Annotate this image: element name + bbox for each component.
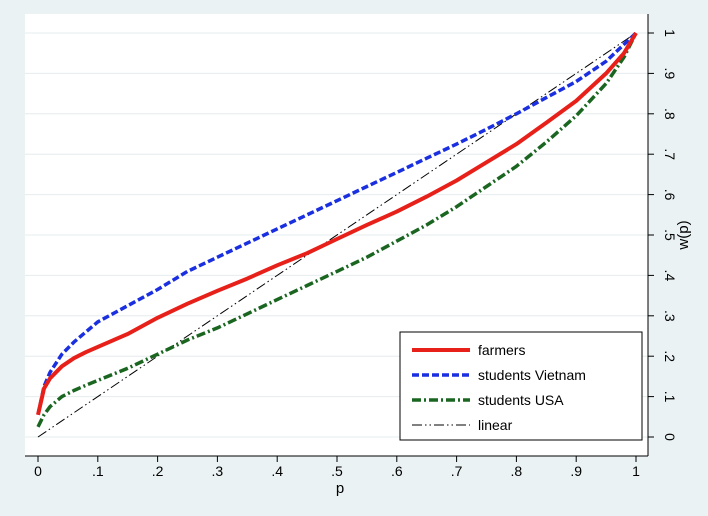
y-tick-label: .2 bbox=[662, 350, 678, 362]
x-tick-label: 1 bbox=[632, 463, 640, 479]
y-tick-label: .7 bbox=[662, 148, 678, 160]
y-axis: 0 .1 .2 .3 .4 .5 .6 .7 .8 .9 1 bbox=[647, 14, 678, 456]
x-tick-label: .1 bbox=[92, 463, 104, 479]
series-line-linear bbox=[37, 32, 637, 438]
legend-label: linear bbox=[478, 417, 513, 433]
legend: farmers students Vietnam students USA linea… bbox=[399, 331, 643, 441]
x-tick-label: .6 bbox=[391, 463, 403, 479]
y-tick-label: .3 bbox=[662, 310, 678, 322]
grid bbox=[25, 32, 648, 438]
legend-label: farmers bbox=[478, 342, 525, 358]
x-tick-label: .5 bbox=[331, 463, 343, 479]
x-tick-label: 0 bbox=[34, 463, 42, 479]
x-tick-label: .4 bbox=[271, 463, 283, 479]
x-tick-label: .3 bbox=[212, 463, 224, 479]
x-axis: 0 .1 .2 .3 .4 .5 .6 .7 .8 .9 1 bbox=[25, 455, 648, 479]
x-axis-label: p bbox=[336, 480, 344, 497]
x-tick-label: .9 bbox=[570, 463, 582, 479]
y-tick-label: .4 bbox=[662, 270, 678, 282]
legend-label: students USA bbox=[478, 392, 564, 408]
y-tick-label: 1 bbox=[662, 29, 678, 37]
y-tick-label: .5 bbox=[662, 229, 678, 241]
series-lines bbox=[36, 31, 638, 438]
y-tick-label: .9 bbox=[662, 68, 678, 80]
series-line-students-usa bbox=[36, 32, 638, 428]
x-tick-label: .2 bbox=[152, 463, 164, 479]
series-line-students-vietnam bbox=[36, 31, 638, 416]
y-tick-label: .8 bbox=[662, 108, 678, 120]
legend-label: students Vietnam bbox=[478, 367, 586, 383]
x-tick-label: .8 bbox=[511, 463, 523, 479]
y-tick-label: 0 bbox=[662, 433, 678, 441]
y-tick-label: .1 bbox=[662, 391, 678, 403]
y-tick-label: .6 bbox=[662, 189, 678, 201]
y-axis-label: w(p) bbox=[675, 220, 692, 250]
x-tick-label: .7 bbox=[451, 463, 463, 479]
series-line-farmers bbox=[36, 31, 638, 416]
